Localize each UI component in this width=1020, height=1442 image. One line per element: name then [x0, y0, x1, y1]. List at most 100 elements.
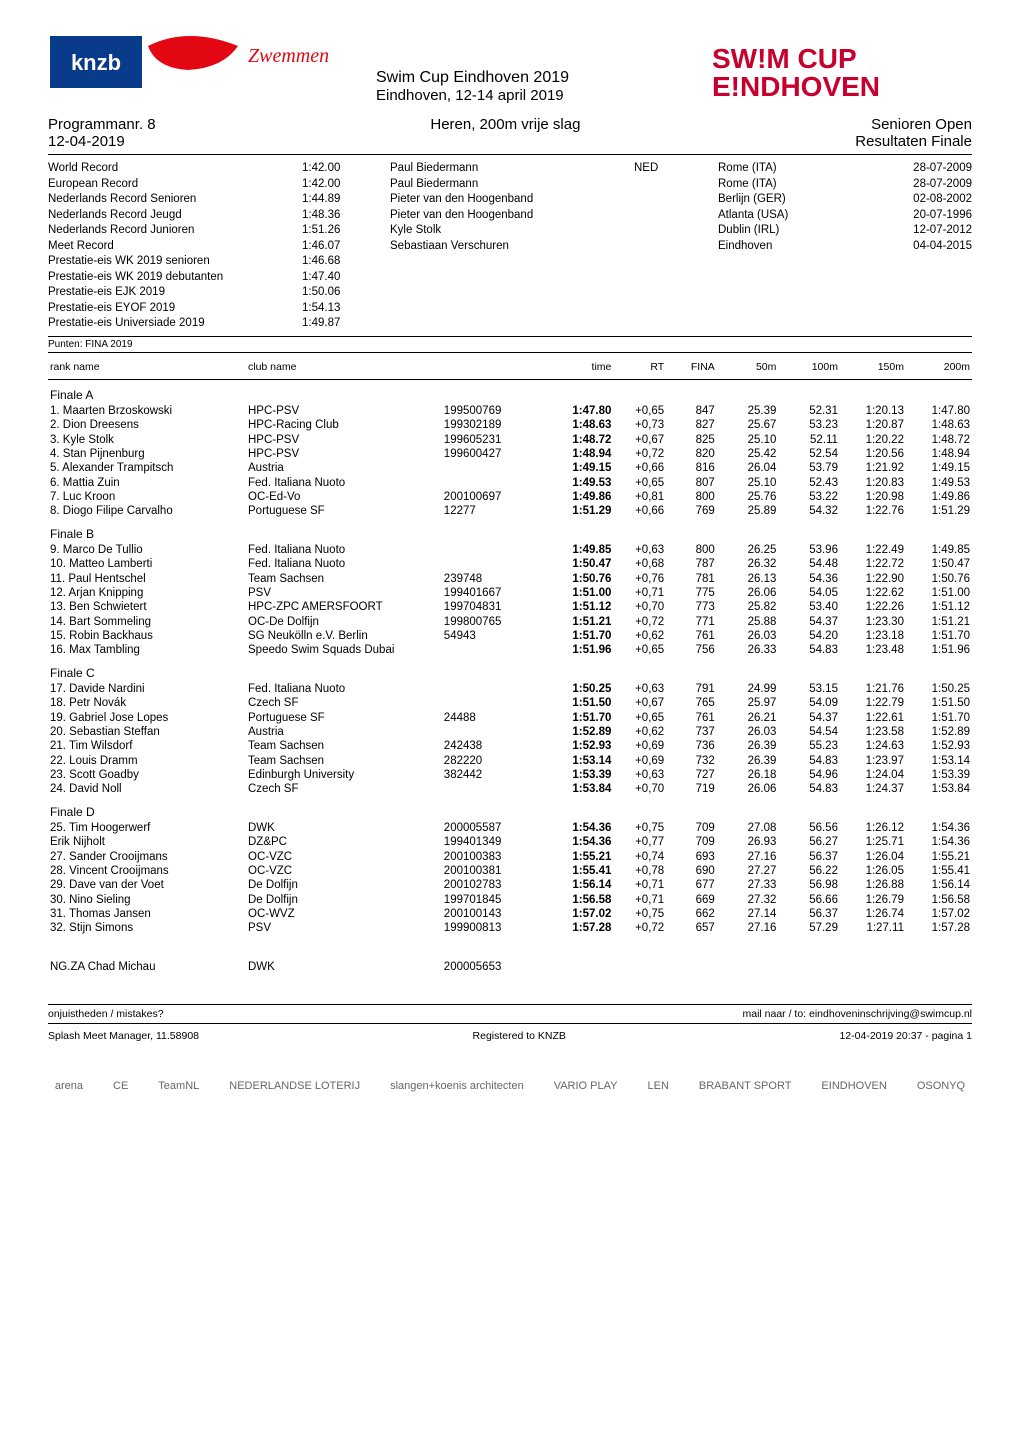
- result-cell: 1:21.92: [840, 461, 906, 475]
- results-header-row: rank name club name time RT FINA 50m 100…: [48, 357, 972, 380]
- result-cell: 1:26.88: [840, 878, 906, 892]
- result-row-ng: NG.ZA Chad MichauDWK200005653: [48, 960, 972, 974]
- result-cell: +0,71: [613, 878, 666, 892]
- sponsor-logo: BRABANT SPORT: [699, 1066, 792, 1106]
- result-cell: 847: [666, 404, 717, 418]
- result-cell: 15. Robin Backhaus: [48, 629, 246, 643]
- col-50m: 50m: [717, 357, 779, 380]
- result-cell: 22. Louis Dramm: [48, 754, 246, 768]
- result-cell: 200005653: [442, 960, 537, 974]
- result-cell: 54.37: [778, 710, 840, 724]
- prestatie-cell: [634, 192, 694, 208]
- result-cell: [442, 682, 537, 696]
- record-cell: Nederlands Record Junioren: [48, 223, 278, 239]
- result-cell: 1:50.25: [906, 682, 972, 696]
- result-cell: +0,62: [613, 725, 666, 739]
- record-cell: Pieter van den Hoogenband: [390, 192, 610, 208]
- result-cell: 761: [666, 629, 717, 643]
- result-cell: +0,72: [613, 921, 666, 935]
- result-cell: 1. Maarten Brzoskowski: [48, 404, 246, 418]
- result-cell: 30. Nino Sieling: [48, 893, 246, 907]
- result-cell: 1:48.94: [906, 447, 972, 461]
- result-cell: 52.11: [778, 432, 840, 446]
- result-cell: 765: [666, 696, 717, 710]
- result-cell: 1:51.12: [536, 600, 613, 614]
- comp-title-line2: Eindhoven, 12-14 april 2019: [376, 87, 712, 104]
- result-cell: 25.42: [717, 447, 779, 461]
- result-cell: 25. Tim Hoogerwerf: [48, 821, 246, 835]
- col-rank-name: rank name: [48, 357, 246, 380]
- result-cell: 24.99: [717, 682, 779, 696]
- result-cell: +0,70: [613, 600, 666, 614]
- result-cell: +0,70: [613, 782, 666, 796]
- result-cell: [778, 960, 840, 974]
- result-cell: OC-VZC: [246, 849, 442, 863]
- result-cell: [717, 960, 779, 974]
- result-cell: HPC-Racing Club: [246, 418, 442, 432]
- result-cell: 736: [666, 739, 717, 753]
- page: knzb Zwemmen Swim Cup Eindhoven 2019 Ein…: [0, 0, 1020, 1124]
- prestatie-cell: [634, 177, 694, 193]
- result-row: 21. Tim WilsdorfTeam Sachsen2424381:52.9…: [48, 739, 972, 753]
- record-cell: Sebastiaan Verschuren: [390, 239, 610, 255]
- result-cell: 54.05: [778, 586, 840, 600]
- result-cell: 1:53.84: [906, 782, 972, 796]
- result-cell: 27. Sander Crooijmans: [48, 849, 246, 863]
- sponsor-logo: CE: [113, 1066, 128, 1106]
- record-cell: 1:42.00: [302, 177, 366, 193]
- result-cell: 1:50.25: [536, 682, 613, 696]
- result-cell: Speedo Swim Squads Dubai: [246, 643, 442, 657]
- result-cell: 1:50.76: [536, 571, 613, 585]
- group-title: Finale A: [48, 379, 972, 404]
- result-cell: 1:20.83: [840, 476, 906, 490]
- result-cell: 1:57.02: [906, 907, 972, 921]
- result-cell: 800: [666, 543, 717, 557]
- result-cell: 53.22: [778, 490, 840, 504]
- result-cell: 20. Sebastian Steffan: [48, 725, 246, 739]
- result-cell: 1:23.18: [840, 629, 906, 643]
- result-cell: 1:51.70: [906, 710, 972, 724]
- result-cell: 31. Thomas Jansen: [48, 907, 246, 921]
- result-cell: 1:22.79: [840, 696, 906, 710]
- prestatie-cell: [718, 270, 848, 286]
- result-cell: HPC-PSV: [246, 432, 442, 446]
- result-cell: [442, 543, 537, 557]
- result-cell: 1:20.56: [840, 447, 906, 461]
- prestatie-cell: [634, 223, 694, 239]
- result-cell: 1:49.85: [536, 543, 613, 557]
- result-row: 3. Kyle StolkHPC-PSV1996052311:48.72+0,6…: [48, 432, 972, 446]
- result-cell: 54.20: [778, 629, 840, 643]
- result-cell: HPC-ZPC AMERSFOORT: [246, 600, 442, 614]
- sponsor-logo: NEDERLANDSE LOTERIJ: [229, 1066, 360, 1106]
- footer-row2: Splash Meet Manager, 11.58908 Registered…: [48, 1024, 972, 1042]
- competition-title: Swim Cup Eindhoven 2019 Eindhoven, 12-14…: [358, 69, 712, 104]
- result-cell: 1:50.47: [906, 557, 972, 571]
- result-cell: 53.79: [778, 461, 840, 475]
- result-row: 6. Mattia ZuinFed. Italiana Nuoto1:49.53…: [48, 476, 972, 490]
- result-cell: 1:51.00: [536, 586, 613, 600]
- result-row: 11. Paul HentschelTeam Sachsen2397481:50…: [48, 571, 972, 585]
- result-cell: 4. Stan Pijnenburg: [48, 447, 246, 461]
- group-title: Finale B: [48, 519, 972, 543]
- result-cell: [442, 557, 537, 571]
- col-rt: RT: [613, 357, 666, 380]
- record-cell: World Record: [48, 161, 278, 177]
- result-cell: 24. David Noll: [48, 782, 246, 796]
- result-cell: 27.27: [717, 864, 779, 878]
- result-cell: 1:51.70: [536, 629, 613, 643]
- prestatie-cell: Prestatie-eis Universiade 2019: [48, 316, 278, 332]
- prestatie-cell: [872, 285, 972, 301]
- prestatie-cell: [390, 285, 610, 301]
- prestatie-cell: 1:46.68: [302, 254, 366, 270]
- result-cell: 1:26.79: [840, 893, 906, 907]
- prestatie-cell: [634, 239, 694, 255]
- prestatie-cell: [390, 301, 610, 317]
- result-cell: Fed. Italiana Nuoto: [246, 543, 442, 557]
- result-cell: 1:48.94: [536, 447, 613, 461]
- record-cell: Paul Biedermann: [390, 161, 610, 177]
- logo-right-l2: E!NDHOVEN: [712, 71, 880, 102]
- result-cell: 1:55.41: [906, 864, 972, 878]
- result-cell: 57.29: [778, 921, 840, 935]
- prestatie-cell: [390, 254, 610, 270]
- record-cell: 1:42.00: [302, 161, 366, 177]
